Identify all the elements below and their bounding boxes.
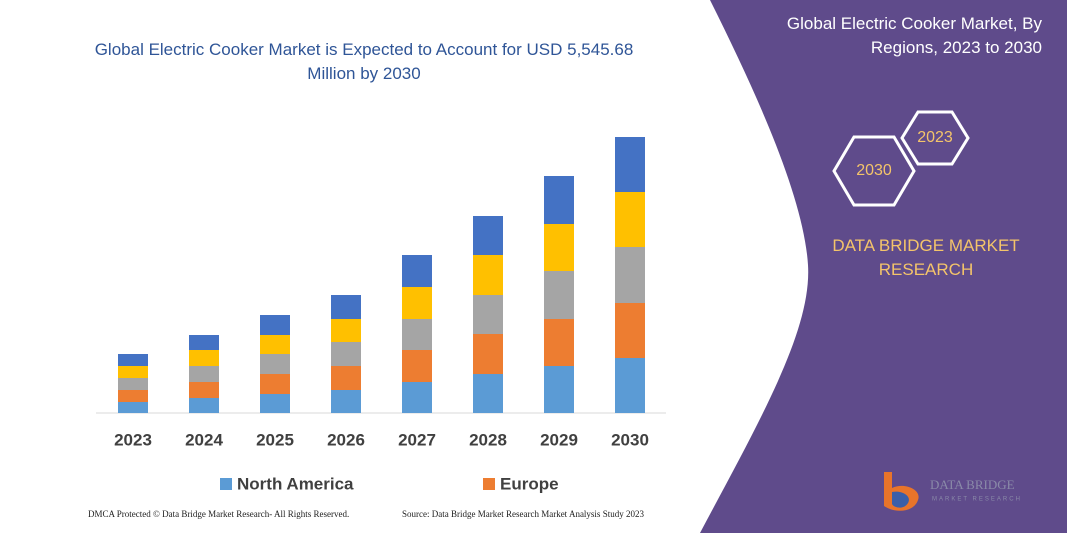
bar-segment (118, 402, 148, 413)
bar-segment (260, 394, 290, 413)
bar-segment (189, 398, 219, 413)
panel-heading: Global Electric Cooker Market, By Region… (786, 14, 1042, 57)
bar-segment (473, 334, 503, 374)
bar-segment (402, 287, 432, 319)
bar-segment (544, 366, 574, 413)
x-tick-label: 2023 (114, 430, 152, 449)
legend-label: Europe (500, 474, 559, 493)
bar-segment (118, 354, 148, 366)
bar-segment (473, 216, 503, 255)
bar-segment (189, 335, 219, 350)
bar-segment (615, 247, 645, 303)
x-tick-label: 2027 (398, 430, 436, 449)
bar-segment (189, 366, 219, 382)
bar-segment (331, 295, 361, 319)
bar-segment (544, 271, 574, 319)
footer-left: DMCA Protected © Data Bridge Market Rese… (88, 509, 349, 519)
bar-segment (473, 255, 503, 295)
legend-swatch (483, 478, 495, 490)
bar-segment (473, 295, 503, 334)
bar-segment (331, 366, 361, 390)
chart-title: Global Electric Cooker Market is Expecte… (94, 40, 634, 83)
bar-segment (402, 382, 432, 413)
x-tick-label: 2025 (256, 430, 294, 449)
footer-right: Source: Data Bridge Market Research Mark… (402, 509, 644, 519)
bar-segment (118, 378, 148, 390)
x-tick-label: 2030 (611, 430, 649, 449)
legend-label: North America (237, 474, 354, 493)
bar-segment (615, 192, 645, 247)
bar-segment (402, 350, 432, 382)
bar-segment (615, 137, 645, 192)
bar-segment (260, 374, 290, 394)
logo-mark (892, 491, 909, 508)
bar-segment (402, 255, 432, 287)
bar-segment (331, 390, 361, 413)
brand-name: DATA BRIDGE MARKET RESEARCH (832, 236, 1020, 279)
bar-segment (118, 366, 148, 378)
hex-label: 2023 (917, 129, 953, 146)
x-tick-label: 2028 (469, 430, 507, 449)
x-tick-label: 2029 (540, 430, 578, 449)
bar-segment (331, 342, 361, 366)
bar-segment (260, 354, 290, 374)
bar-segment (402, 319, 432, 350)
side-panel (700, 0, 1067, 533)
bar-segment (189, 382, 219, 398)
bar-segment (544, 224, 574, 271)
hex-label: 2030 (856, 162, 892, 179)
bar-segment (331, 319, 361, 342)
bar-segment (544, 176, 574, 224)
bar-segment (473, 374, 503, 413)
x-tick-label: 2026 (327, 430, 365, 449)
logo-text: MARKET RESEARCH (932, 497, 1022, 503)
bar-segment (189, 350, 219, 366)
bar-segment (118, 390, 148, 402)
x-tick-label: 2024 (185, 430, 223, 449)
hexagon (832, 135, 916, 207)
bar-segment (260, 335, 290, 354)
bar-segment (615, 358, 645, 413)
bar-segment (260, 315, 290, 335)
bar-segment (544, 319, 574, 366)
logo-text: DATA BRIDGE (930, 477, 1015, 492)
bar-segment (615, 303, 645, 358)
hexagon (900, 110, 970, 166)
legend-swatch (220, 478, 232, 490)
